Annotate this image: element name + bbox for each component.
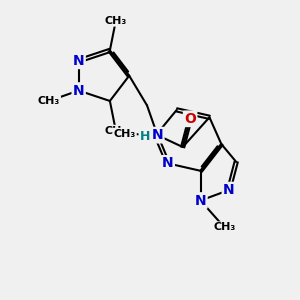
Text: N: N — [223, 183, 235, 197]
Text: N: N — [73, 54, 85, 68]
Text: N: N — [162, 156, 174, 170]
Text: CH₃: CH₃ — [105, 126, 127, 136]
Text: N: N — [195, 194, 206, 208]
Text: N: N — [152, 128, 163, 142]
Text: O: O — [184, 112, 196, 126]
Text: N: N — [73, 84, 85, 98]
Text: CH₃: CH₃ — [38, 96, 60, 106]
Text: H: H — [140, 130, 150, 143]
Text: CH₃: CH₃ — [114, 129, 136, 139]
Text: CH₃: CH₃ — [105, 16, 127, 26]
Text: CH₃: CH₃ — [213, 222, 236, 232]
